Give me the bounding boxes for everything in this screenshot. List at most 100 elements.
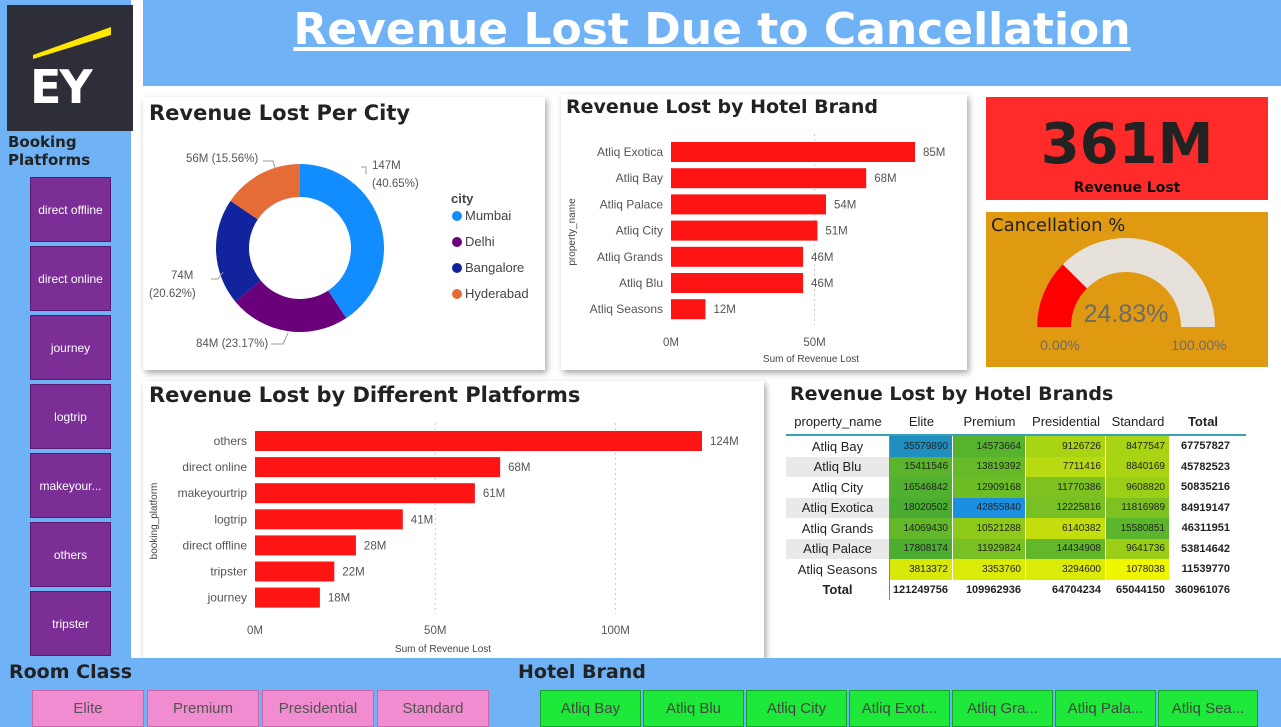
legend-label-mumbai: Mumbai [465,208,511,223]
donut-label-hyderabad: 56M (15.56%) [186,153,258,165]
matrix-cell: 12909168 [953,477,1026,498]
brand-button-atliq-bay[interactable]: Atliq Bay [540,690,641,727]
brand-button-atliq-blu[interactable]: Atliq Blu [643,690,744,727]
matrix-header-standard[interactable]: Standard [1111,413,1165,429]
matrix-header-elite[interactable]: Elite [908,413,935,429]
bar-atliq-seasons [671,299,706,320]
category-label-direct-offline: direct offline [183,538,248,552]
value-label-atliq-exotica: 85M [923,147,945,159]
legend-marker-mumbai [452,211,462,221]
row-label: Atliq Palace [786,538,890,559]
hotel-brand-bar-chart: 0M 50M Atliq Exotica 85M Atliq Bay 68M Atliq P… [567,134,945,365]
bar-makeyourtrip [255,483,475,504]
category-label-direct-online: direct online [182,460,247,474]
x-tick-0: 0M [663,337,679,349]
value-label-atliq-grands: 46M [811,252,833,264]
totals-cell: 121249756 [890,579,953,600]
matrix-header-property[interactable]: property_name [794,413,882,429]
room-class-button-standard[interactable]: Standard [377,690,489,727]
matrix-cell: 9608820 [1106,477,1170,498]
gauge-max-label: 100.00% [1171,337,1226,353]
x-axis-label: Sum of Revenue Lost [763,354,859,365]
table-row[interactable]: Atliq Palace 17808174 11929824 14434908 9641… [786,538,1246,559]
revenue-lost-value: 361M [1040,112,1214,177]
platform-button-logtrip[interactable]: logtrip [30,384,111,449]
platform-button-others[interactable]: others [30,522,111,587]
value-label-makeyourtrip: 61M [483,488,505,500]
table-row[interactable]: Atliq Grands 14069430 10521288 6140382 15580… [786,518,1246,539]
category-label-atliq-seasons: Atliq Seasons [590,302,663,316]
matrix-header-premium[interactable]: Premium [963,413,1016,429]
matrix-cell: 14434908 [1026,538,1106,559]
matrix-cell: 9641736 [1106,538,1170,559]
platform-button-journey[interactable]: journey [30,315,111,380]
platform-bar-chart: 0M 50M 100M others 124M direct online 68M makey… [149,423,739,655]
table-row[interactable]: Atliq Bay 35579890 14573664 9126726 8477547 6… [786,436,1246,457]
room-class-button-elite[interactable]: Elite [32,690,144,727]
room-class-button-presidential[interactable]: Presidential [262,690,374,727]
platform-button-tripster[interactable]: tripster [30,591,111,656]
logo-beam-icon [33,27,111,59]
matrix-cell: 35579890 [890,436,953,457]
value-label-direct-offline: 28M [364,540,386,552]
category-label-logtrip: logtrip [214,512,247,526]
legend-marker-bangalore [452,263,462,273]
hotel-brand-matrix: property_name Elite Premium Presidential… [786,408,1246,600]
x-tick-1: 50M [424,625,446,637]
donut-percent-mumbai: (40.65%) [372,178,419,190]
matrix-header-total[interactable]: Total [1187,413,1219,429]
matrix-cell: 7711416 [1026,456,1106,477]
hotel-brand-title: Hotel Brand [518,661,646,683]
donut-label-delhi: 84M (23.17%) [196,338,268,350]
donut-slice-mumbai [300,164,385,319]
brand-button-atliq-seasons[interactable]: Atliq Sea... [1158,690,1258,727]
bar-atliq-grands [671,246,804,267]
brand-button-atliq-palace[interactable]: Atliq Pala... [1055,690,1156,727]
totals-cell: 65044150 [1106,579,1170,600]
value-label-atliq-blu: 46M [811,278,833,290]
platform-bar-panel: Revenue Lost by Different Platforms 0M 50… [143,381,764,658]
bar-atliq-city [671,220,818,241]
bar-atliq-blu [671,273,804,293]
totals-label: Total [786,579,890,600]
brand-button-atliq-city[interactable]: Atliq City [746,690,847,727]
bar-direct-online [255,457,501,478]
matrix-body: Atliq Bay 35579890 14573664 9126726 8477547 6… [786,436,1246,600]
cancellation-gauge-card: Cancellation % 24.83% 0.00% 100.00% [986,212,1268,367]
room-class-button-premium[interactable]: Premium [147,690,259,727]
header-bar [143,0,1281,86]
table-row[interactable]: Atliq Exotica 18020502 42855840 12225816 118… [786,497,1246,518]
legend-marker-hyderabad [452,289,462,299]
matrix-cell: 10521288 [953,518,1026,539]
platform-button-makeyourtrip[interactable]: makeyour... [30,453,111,518]
donut-label-mumbai: 147M [372,160,401,172]
row-total: 46311951 [1181,522,1230,535]
legend-title: city [451,191,474,206]
x-axis-label: Sum of Revenue Lost [395,644,491,655]
donut-slice-hyderabad [230,164,300,220]
donut-slice-delhi [235,280,347,332]
table-row[interactable]: Atliq City 16546842 12909168 11770386 960882… [786,477,1246,498]
matrix-header-presidential[interactable]: Presidential [1032,413,1100,429]
platform-button-direct-online[interactable]: direct online [30,246,111,311]
category-label-atliq-city: Atliq City [616,224,663,238]
bar-others [255,431,702,451]
gauge-min-label: 0.00% [1040,337,1080,353]
value-label-direct-online: 68M [508,462,530,474]
matrix-cell: 11929824 [953,538,1026,559]
ey-logo [7,5,133,131]
table-row[interactable]: Atliq Seasons 3813372 3353760 3294600 107803… [786,559,1246,580]
legend-label-hyderabad: Hyderabad [465,286,529,301]
bar-tripster [255,561,335,582]
totals-row: Total 121249756 109962936 64704234 65044150 3… [786,579,1246,600]
brand-button-atliq-exotica[interactable]: Atliq Exot... [849,690,950,727]
matrix-cell: 6140382 [1026,518,1106,539]
matrix-cell: 12225816 [1026,497,1106,518]
category-label-makeyourtrip: makeyourtrip [178,486,248,500]
category-label-journey: journey [207,591,247,605]
platform-button-direct-offline[interactable]: direct offline [30,177,111,242]
value-label-tripster: 22M [342,567,364,579]
table-row[interactable]: Atliq Blu 15411546 13819392 7711416 8840169 4… [786,456,1246,477]
brand-button-atliq-grands[interactable]: Atliq Gra... [952,690,1053,727]
row-total: 11539770 [1181,563,1230,576]
